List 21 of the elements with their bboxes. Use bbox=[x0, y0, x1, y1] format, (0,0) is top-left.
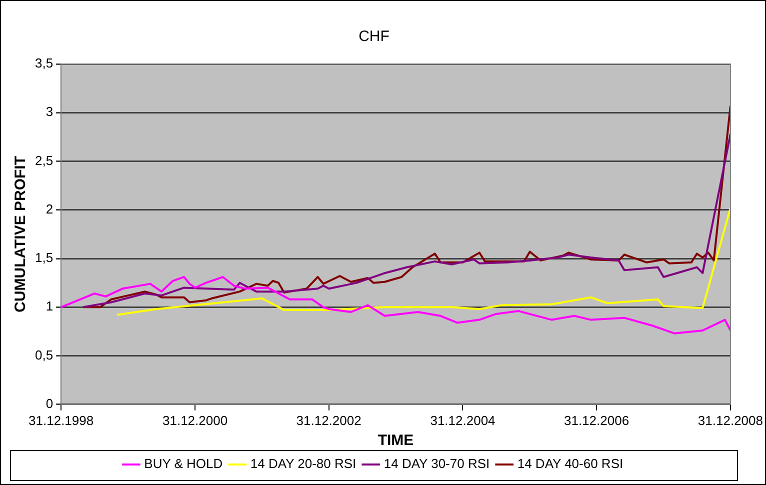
legend-label: 14 DAY 40-60 RSI bbox=[517, 456, 624, 472]
y-tick-label: 0,5 bbox=[34, 347, 54, 362]
x-tick-label: 31.12.2000 bbox=[162, 412, 228, 428]
legend-label: 14 DAY 20-80 RSI bbox=[250, 456, 356, 472]
y-tick-label: 2,5 bbox=[34, 152, 54, 168]
y-tick-label: 1 bbox=[46, 298, 54, 314]
y-tick-label: 3 bbox=[46, 104, 54, 120]
x-tick-label: 31.12.1998 bbox=[28, 412, 94, 428]
chart-title: CHF bbox=[358, 28, 390, 46]
x-axis-title: TIME bbox=[378, 432, 414, 450]
legend-label: BUY & HOLD bbox=[144, 456, 223, 472]
y-tick-label: 0 bbox=[46, 396, 54, 411]
y-axis-title: CUMULATIVE PROFIT bbox=[12, 156, 30, 312]
y-tick-label: 1,5 bbox=[34, 250, 54, 266]
legend-label: 14 DAY 30-70 RSI bbox=[384, 456, 490, 472]
x-tick-label: 31.12.2008 bbox=[698, 412, 764, 428]
y-tick-label: 3,5 bbox=[34, 56, 54, 71]
y-tick-label: 2 bbox=[46, 201, 54, 216]
x-tick-label: 31.12.2004 bbox=[430, 412, 496, 428]
x-tick-label: 31.12.2006 bbox=[564, 412, 630, 428]
x-tick-label: 31.12.2002 bbox=[296, 412, 362, 428]
